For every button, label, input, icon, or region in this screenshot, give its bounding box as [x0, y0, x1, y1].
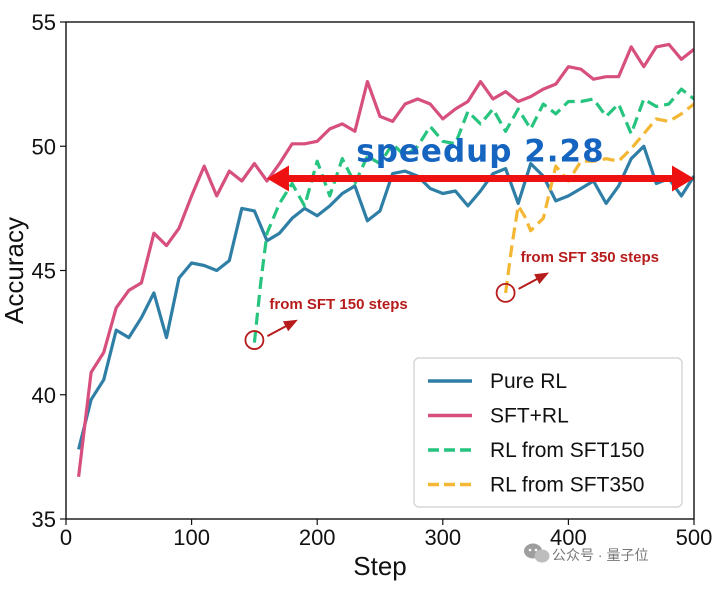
- annotation-layer: from SFT 150 steps from SFT 350 steps spee…: [244, 134, 694, 350]
- annotation-label-350: from SFT 350 steps: [521, 249, 659, 266]
- series-line-sft-rl: [77, 42, 694, 477]
- wechat-icon: [524, 543, 550, 563]
- y-tick-label-35: 35: [32, 507, 56, 532]
- legend-label-rl-from-sft150: RL from SFT150: [490, 439, 644, 462]
- speedup-label: speedup 2.28: [356, 134, 604, 170]
- x-tick-label-400: 400: [550, 525, 587, 550]
- x-tick-label-300: 300: [424, 525, 461, 550]
- start-marker-circle-150: [244, 330, 265, 350]
- start-marker-arrow-150: [266, 319, 298, 337]
- axes-layer: 0 100 200 300 400 500 35 40 45 50 55 Step Accuracy: [0, 10, 712, 581]
- x-tick-label-500: 500: [676, 525, 713, 550]
- x-tick-label-0: 0: [60, 525, 72, 550]
- speedup-arrow-head-left: [266, 165, 289, 192]
- y-tick-label-55: 55: [32, 10, 56, 35]
- legend-box: [413, 357, 683, 508]
- series-line-rl-from-sft350: [504, 102, 694, 294]
- series-line-rl-from-sft150: [252, 87, 694, 343]
- legend-label-sft-rl: SFT+RL: [490, 405, 569, 428]
- x-tick-label-100: 100: [173, 525, 210, 550]
- series-line-pure-rl: [77, 144, 694, 450]
- watermark: 公众号 · 量子位: [524, 543, 648, 563]
- watermark-text: 公众号 · 量子位: [552, 547, 648, 563]
- x-axis-title: Step: [353, 551, 407, 581]
- start-marker-arrow-350: [518, 272, 550, 290]
- y-tick-label-50: 50: [32, 134, 56, 159]
- y-tick-label-40: 40: [32, 383, 56, 408]
- legend-label-pure-rl: Pure RL: [490, 370, 567, 393]
- annotation-label-150: from SFT 150 steps: [269, 296, 407, 313]
- x-tick-label-200: 200: [299, 525, 336, 550]
- y-tick-label-45: 45: [32, 259, 56, 284]
- legend-label-rl-from-sft350: RL from SFT350: [490, 474, 644, 497]
- series-layer: [77, 42, 694, 477]
- speedup-arrow-head-right: [672, 165, 694, 192]
- start-marker-circle-350: [495, 282, 516, 303]
- legend-layer: Pure RL SFT+RL RL from SFT150 RL from SFT35…: [413, 357, 683, 508]
- y-axis-title: Accuracy: [0, 217, 29, 324]
